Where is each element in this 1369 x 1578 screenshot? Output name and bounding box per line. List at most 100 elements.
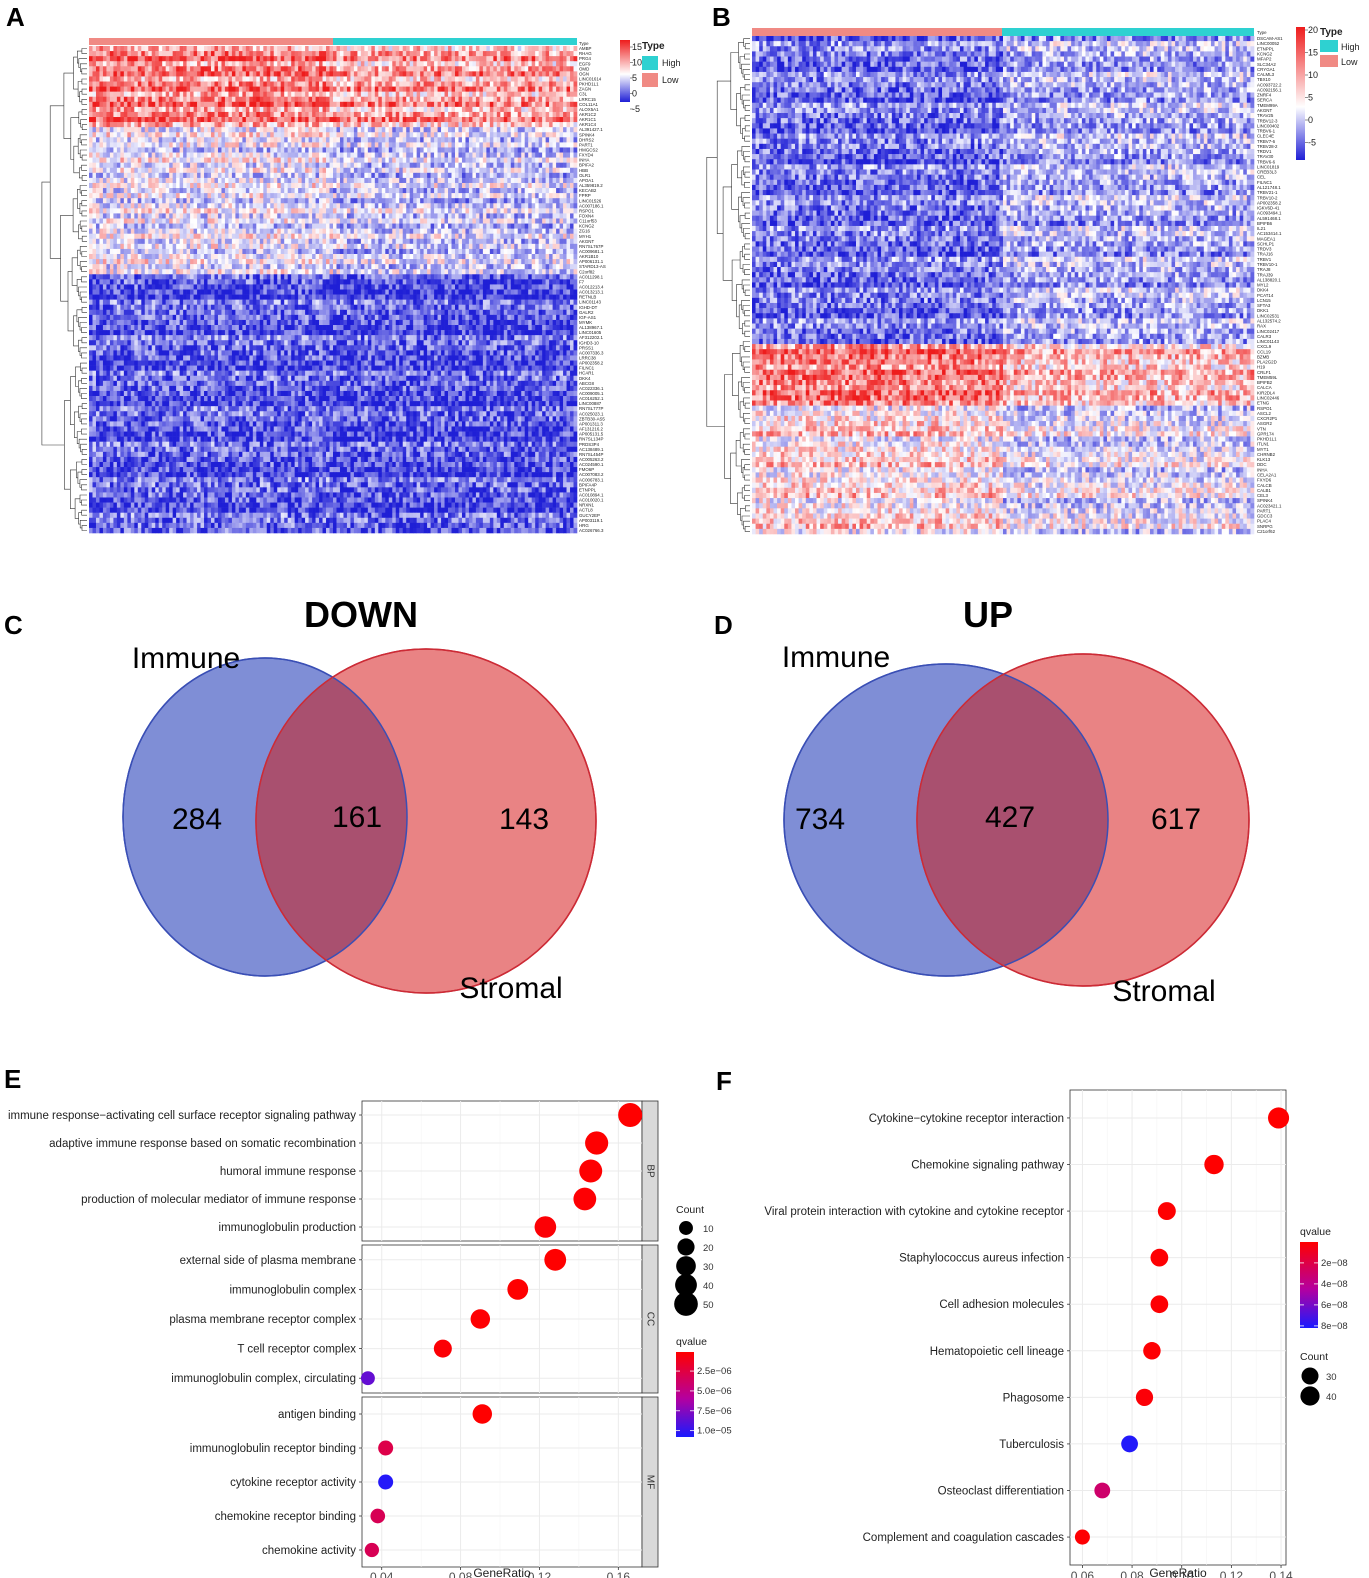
heatmap-cell: [291, 51, 295, 56]
heatmap-cell: [361, 82, 365, 87]
heatmap-cell: [298, 51, 302, 56]
heatmap-cell: [497, 82, 501, 87]
heatmap-cell: [312, 82, 316, 87]
heatmap-cell: [92, 51, 96, 56]
heatmap-cell: [542, 82, 546, 87]
heatmap-cell: [284, 76, 288, 81]
heatmap-cell: [291, 56, 295, 61]
heatmap-cell: [277, 87, 281, 92]
heatmap-cell: [228, 76, 232, 81]
heatmap-cell: [204, 46, 208, 51]
heatmap-cell: [368, 66, 372, 71]
heatmap-cell: [201, 46, 205, 51]
heatmap-cell: [242, 82, 246, 87]
heatmap-cell: [350, 66, 354, 71]
heatmap-cell: [127, 51, 131, 56]
heatmap-cell: [375, 82, 379, 87]
dendrogram-branch: [80, 292, 87, 300]
heatmap-cell: [211, 71, 215, 76]
heatmap-cell: [403, 46, 407, 51]
heatmap-cell: [539, 51, 543, 56]
heatmap-cell: [235, 87, 239, 92]
heatmap-cell: [521, 76, 525, 81]
heatmap-cell: [563, 71, 567, 76]
heatmap-cell: [336, 61, 340, 66]
heatmap-cell: [239, 76, 243, 81]
heatmap-cell: [336, 56, 340, 61]
heatmap-cell: [518, 66, 522, 71]
heatmap-cell: [434, 56, 438, 61]
heatmap-cell: [389, 71, 393, 76]
heatmap-cell: [169, 56, 173, 61]
heatmap-cell: [445, 66, 449, 71]
heatmap-cell: [371, 82, 375, 87]
dendrogram-branch: [80, 135, 87, 143]
heatmap-cell: [500, 82, 504, 87]
dendrogram-branch: [82, 236, 87, 241]
heatmap-cell: [305, 92, 309, 97]
heatmap-cell: [159, 76, 163, 81]
heatmap-cell: [298, 92, 302, 97]
heatmap-cell: [173, 76, 177, 81]
dendrogram-branch: [82, 378, 87, 383]
heatmap-cell: [309, 87, 313, 92]
heatmap-cell: [194, 61, 198, 66]
heatmap-cell: [281, 61, 285, 66]
heatmap-cell: [448, 76, 452, 81]
heatmap-cell: [546, 46, 550, 51]
heatmap-cell: [514, 76, 518, 81]
heatmap-cell: [350, 76, 354, 81]
heatmap-cell: [263, 61, 267, 66]
heatmap-cell: [148, 51, 152, 56]
heatmap-cell: [194, 66, 198, 71]
heatmap-cell: [124, 87, 128, 92]
heatmap-cell: [403, 56, 407, 61]
heatmap-cell: [378, 82, 382, 87]
heatmap-cell: [340, 92, 344, 97]
heatmap-cell: [145, 56, 149, 61]
heatmap-cell: [152, 71, 156, 76]
heatmap-a-cells: [89, 46, 577, 533]
heatmap-cell: [424, 76, 428, 81]
heatmap-cell: [187, 61, 191, 66]
heatmap-cell: [214, 66, 218, 71]
heatmap-cell: [567, 71, 571, 76]
heatmap-cell: [152, 76, 156, 81]
heatmap-cell: [396, 66, 400, 71]
heatmap-cell: [368, 82, 372, 87]
heatmap-cell: [183, 46, 187, 51]
heatmap-cell: [169, 51, 173, 56]
heatmap-cell: [138, 92, 142, 97]
heatmap-cell: [326, 56, 330, 61]
heatmap-cell: [291, 61, 295, 66]
heatmap-cell: [567, 76, 571, 81]
dendrogram-branch: [82, 201, 87, 206]
heatmap-cell: [284, 51, 288, 56]
heatmap-cell: [197, 46, 201, 51]
heatmap-cell: [225, 76, 229, 81]
heatmap-cell: [288, 46, 292, 51]
dendrogram-branch: [71, 118, 79, 160]
heatmap-cell: [553, 61, 557, 66]
heatmap-cell: [434, 87, 438, 92]
heatmap-cell: [336, 71, 340, 76]
heatmap-cell: [89, 51, 93, 56]
heatmap-cell: [106, 87, 110, 92]
heatmap-cell: [333, 71, 337, 76]
heatmap-cell: [295, 51, 299, 56]
heatmap-cell: [535, 66, 539, 71]
dendrogram-branch: [82, 79, 87, 84]
heatmap-cell: [403, 61, 407, 66]
heatmap-cell: [539, 56, 543, 61]
heatmap-cell: [553, 66, 557, 71]
heatmap-cell: [190, 46, 194, 51]
heatmap-cell: [476, 87, 480, 92]
heatmap-cell: [92, 46, 96, 51]
heatmap-cell: [260, 92, 264, 97]
heatmap-cell: [343, 87, 347, 92]
heatmap-cell: [570, 51, 574, 56]
heatmap-cell: [190, 92, 194, 97]
heatmap-cell: [267, 66, 271, 71]
heatmap-cell: [124, 46, 128, 51]
heatmap-cell: [389, 56, 393, 61]
